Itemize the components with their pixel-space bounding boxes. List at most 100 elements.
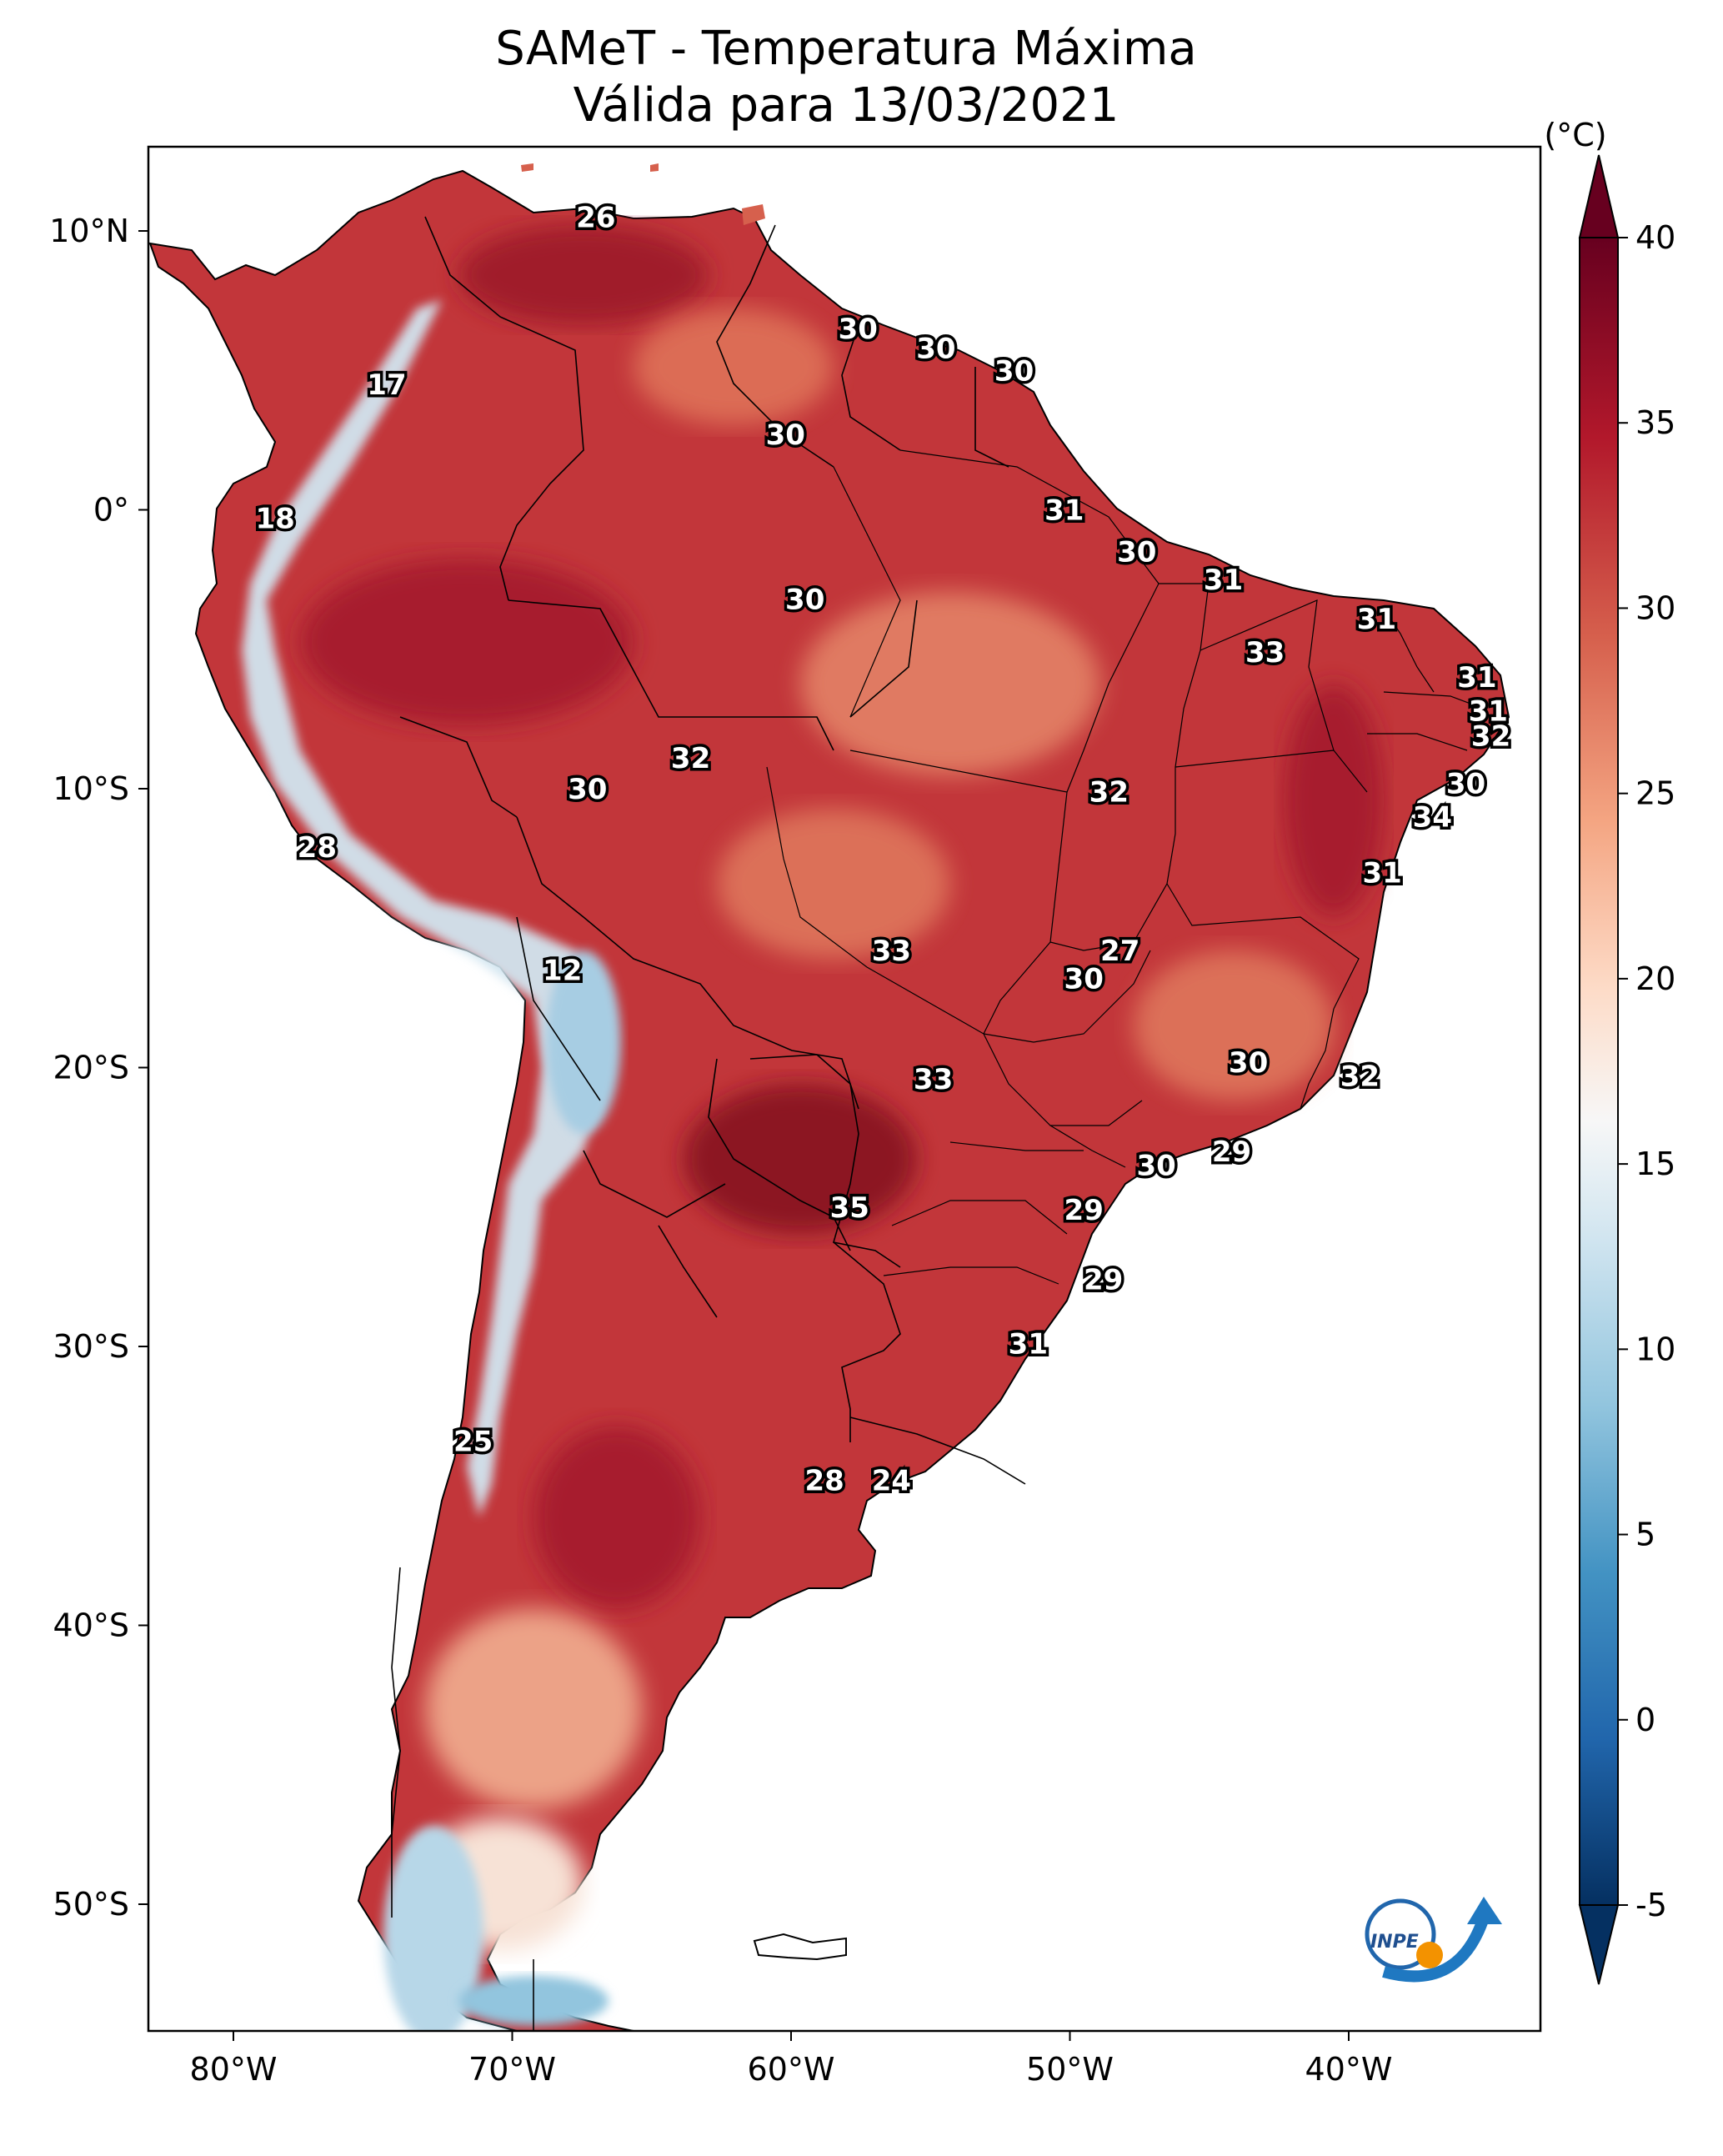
chart-title: SAMeT - Temperatura Máxima Válida para 1… xyxy=(150,21,1542,134)
colorbar-tick-label: 20 xyxy=(1635,960,1675,997)
state-borders xyxy=(766,449,1485,1285)
continent-layer xyxy=(148,163,1510,2031)
temperature-label: 29 xyxy=(1084,1264,1123,1297)
colorbar-tick-label: 25 xyxy=(1635,775,1675,812)
plot-frame xyxy=(147,145,1542,2033)
inpe-logo-swoosh xyxy=(1382,1915,1490,1983)
lon-tick-label: 60°W xyxy=(748,2051,835,2088)
temperature-label: 30 xyxy=(1229,1046,1268,1080)
temperature-label: 32 xyxy=(671,742,710,775)
latitude-labels: 10°N 0° 10°S 20°S 30°S 40°S 50°S xyxy=(49,213,129,1923)
temperature-label: 34 xyxy=(1413,800,1452,834)
temperature-label: 32 xyxy=(1340,1060,1380,1094)
temperature-label: 30 xyxy=(766,419,805,452)
temperature-label: 30 xyxy=(916,332,955,365)
lon-tick-label: 40°W xyxy=(1305,2051,1393,2088)
hot-region-venezuela xyxy=(458,225,709,325)
mild-region-patagonia xyxy=(425,1609,642,1809)
colorbar-tick-label: -5 xyxy=(1635,1887,1667,1923)
colorbar-tick-label: 10 xyxy=(1635,1331,1675,1367)
colorbar-tick-label: 30 xyxy=(1635,589,1675,626)
temperature-label: 33 xyxy=(914,1063,953,1096)
temperature-label: 29 xyxy=(1064,1194,1104,1227)
temperature-label: 31 xyxy=(1204,564,1243,597)
title-line-2: Válida para 13/03/2021 xyxy=(573,78,1119,133)
temperature-label: 31 xyxy=(1469,694,1508,728)
temperature-label: 24 xyxy=(872,1465,911,1498)
lat-tick-label: 20°S xyxy=(53,1050,129,1086)
mild-region-guiana xyxy=(634,308,834,425)
inpe-logo-text: INPE xyxy=(1370,1932,1419,1953)
lat-tick-label: 10°N xyxy=(49,213,129,249)
altiplano-cold xyxy=(546,950,621,1134)
caribbean-island xyxy=(521,163,533,172)
lon-tick-label: 50°W xyxy=(1026,2051,1114,2088)
lat-tick-label: 10°S xyxy=(53,770,129,807)
lat-tick-label: 40°S xyxy=(53,1607,129,1644)
longitude-labels: 80°W 70°W 60°W 50°W 40°W xyxy=(190,2051,1393,2088)
temperature-label: 31 xyxy=(1357,603,1396,636)
colorbar-tick-label: 5 xyxy=(1635,1517,1655,1553)
temperature-label: 31 xyxy=(1362,856,1401,890)
temperature-label: 31 xyxy=(1457,661,1496,694)
temperature-label: 29 xyxy=(1212,1136,1251,1169)
temperature-label: 32 xyxy=(1471,720,1510,753)
temperature-label: 28 xyxy=(298,831,337,865)
temperature-label: 30 xyxy=(1064,962,1104,995)
colorbar-frame xyxy=(1579,237,1619,1906)
inpe-logo-arrow-icon xyxy=(1467,1897,1502,1924)
inpe-logo-ring xyxy=(1365,1898,1436,1970)
temperature-label: 12 xyxy=(543,954,582,987)
colorbar-top-triangle xyxy=(1578,154,1620,238)
hot-region-pampa xyxy=(533,1426,700,1609)
colorbar-gradient xyxy=(1580,238,1618,1905)
temperature-label: 30 xyxy=(785,584,824,617)
colorbar-ticks: 40 35 30 25 20 15 10 5 0 -5 xyxy=(1618,219,1675,1923)
falkland-islands xyxy=(753,1933,847,1961)
colorbar-tick-label: 15 xyxy=(1635,1146,1675,1182)
temperature-label: 30 xyxy=(568,773,607,806)
inpe-logo: INPE xyxy=(1365,1897,1502,1983)
colorbar-tick-label: 35 xyxy=(1635,404,1675,441)
axis-ticks xyxy=(138,230,1350,2041)
temperature-label: 30 xyxy=(1446,767,1485,800)
temperature-label: 18 xyxy=(256,503,295,536)
lon-tick-label: 70°W xyxy=(468,2051,556,2088)
temperature-label: 27 xyxy=(1100,935,1139,968)
inpe-logo-sun xyxy=(1416,1942,1443,1968)
temperature-label: 25 xyxy=(453,1426,493,1459)
caribbean-island xyxy=(742,204,765,225)
mild-region-mato-grosso xyxy=(717,809,950,959)
temperature-label: 33 xyxy=(1245,636,1285,669)
temperature-label: 32 xyxy=(1089,775,1129,809)
country-borders xyxy=(391,216,1026,2031)
lat-tick-label: 0° xyxy=(93,492,129,529)
lon-tick-label: 80°W xyxy=(190,2051,278,2088)
hot-region-amazon-west xyxy=(300,559,634,725)
temperature-label: 28 xyxy=(804,1465,844,1498)
temperature-label: 17 xyxy=(367,369,406,402)
temperature-label: 30 xyxy=(1117,536,1156,569)
andes-cool-ridge xyxy=(242,300,600,1517)
temperature-label: 30 xyxy=(839,313,878,346)
temperature-label: 30 xyxy=(994,354,1034,388)
title-line-1: SAMeT - Temperatura Máxima xyxy=(495,22,1197,76)
temperature-label: 31 xyxy=(1044,494,1084,528)
patagonia-cold xyxy=(383,1826,483,2031)
caribbean-island xyxy=(650,163,659,172)
colorbar-tick-label: 40 xyxy=(1635,219,1675,256)
lat-tick-label: 30°S xyxy=(53,1328,129,1365)
colorbar-tick-label: 0 xyxy=(1635,1702,1655,1738)
hot-region-chaco xyxy=(684,1084,917,1234)
temperature-label: 30 xyxy=(1137,1150,1176,1183)
temperature-label: 31 xyxy=(1009,1328,1048,1361)
temperature-label: 26 xyxy=(576,201,615,234)
colorbar-unit: (°C) xyxy=(1544,117,1606,153)
lat-tick-label: 50°S xyxy=(53,1886,129,1923)
colorbar: (°C) 40 35 30 25 20 15 10 5 0 -5 xyxy=(1544,117,1675,1985)
temperature-label: 33 xyxy=(872,935,911,968)
temperature-label: 35 xyxy=(830,1191,869,1225)
mild-region-minas xyxy=(1134,950,1334,1101)
